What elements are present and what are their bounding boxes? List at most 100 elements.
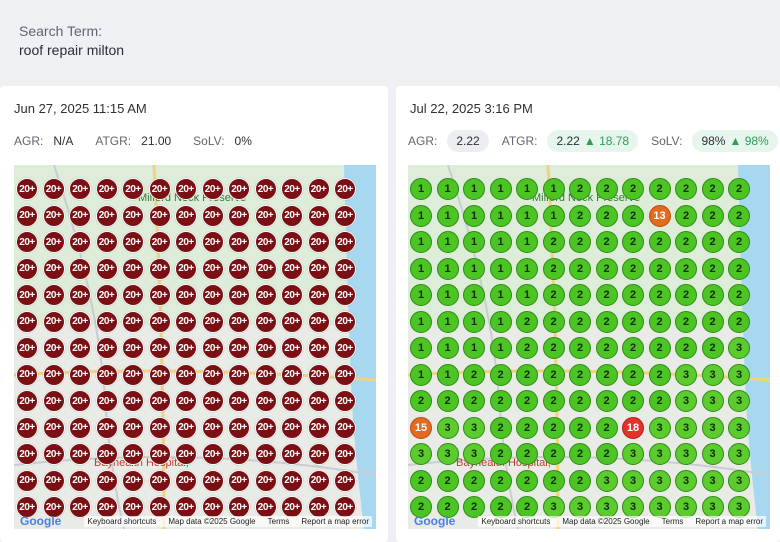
rank-pin[interactable]: 20+ <box>254 204 277 227</box>
rank-pin[interactable]: 20+ <box>95 337 118 359</box>
rank-pin[interactable]: 20+ <box>228 231 250 253</box>
rank-pin[interactable]: 20+ <box>122 363 144 386</box>
rank-pin[interactable]: 20+ <box>254 284 277 306</box>
rank-pin[interactable]: 20+ <box>281 416 303 439</box>
rank-pin[interactable]: 20+ <box>42 284 65 306</box>
rank-pin[interactable]: 20+ <box>16 204 38 227</box>
rank-pin[interactable]: 20+ <box>42 204 65 227</box>
rank-pin[interactable]: 2 <box>569 310 591 333</box>
rank-pin[interactable]: 20+ <box>175 443 197 465</box>
rank-pin[interactable]: 20+ <box>254 469 277 492</box>
rank-pin[interactable]: 20+ <box>122 416 144 439</box>
rank-pin[interactable]: 2 <box>675 310 697 333</box>
rank-pin[interactable]: 20+ <box>122 178 144 200</box>
rank-pin[interactable]: 20+ <box>148 310 171 333</box>
rank-pin[interactable]: 2 <box>569 204 591 227</box>
rank-pin[interactable]: 2 <box>410 496 432 518</box>
rank-pin[interactable]: 20+ <box>175 231 197 253</box>
rank-pin[interactable]: 3 <box>410 443 432 465</box>
rank-pin[interactable]: 20+ <box>16 337 38 359</box>
rank-pin[interactable]: 3 <box>436 416 459 439</box>
keyboard-shortcuts-link[interactable]: Keyboard shortcuts <box>481 517 551 526</box>
rank-pin[interactable]: 2 <box>728 257 750 280</box>
rank-pin[interactable]: 20+ <box>254 337 277 359</box>
rank-pin[interactable]: 2 <box>516 310 538 333</box>
rank-pin[interactable]: 2 <box>622 310 644 333</box>
rank-pin[interactable]: 20+ <box>334 178 356 200</box>
rank-pin[interactable]: 1 <box>489 178 512 200</box>
rank-pin[interactable]: 2 <box>622 363 644 386</box>
rank-pin[interactable]: 20+ <box>95 443 118 465</box>
rank-pin[interactable]: 1 <box>436 178 459 200</box>
rank-pin[interactable]: 3 <box>675 416 697 439</box>
rank-pin[interactable]: 2 <box>728 284 750 306</box>
rank-pin[interactable]: 20+ <box>334 231 356 253</box>
rank-pin[interactable]: 2 <box>595 257 618 280</box>
rank-pin[interactable]: 2 <box>595 443 618 465</box>
rank-pin[interactable]: 1 <box>463 231 485 253</box>
report-error-link[interactable]: Report a map error <box>695 517 763 526</box>
rank-pin[interactable]: 20+ <box>281 390 303 412</box>
rank-pin[interactable]: 2 <box>622 231 644 253</box>
rank-pin[interactable]: 20+ <box>42 257 65 280</box>
rank-pin[interactable]: 20+ <box>148 390 171 412</box>
rank-pin[interactable]: 20+ <box>148 337 171 359</box>
rank-pin[interactable]: 20+ <box>16 284 38 306</box>
rank-pin[interactable]: 2 <box>542 310 565 333</box>
rank-pin[interactable]: 3 <box>463 443 485 465</box>
rank-pin[interactable]: 2 <box>436 390 459 412</box>
rank-pin[interactable]: 3 <box>622 443 644 465</box>
rank-pin[interactable]: 3 <box>728 337 750 359</box>
rank-pin[interactable]: 2 <box>516 469 538 492</box>
rank-pin[interactable]: 1 <box>436 363 459 386</box>
rank-pin[interactable]: 20+ <box>95 231 118 253</box>
rank-pin[interactable]: 20+ <box>69 257 91 280</box>
rank-pin[interactable]: 2 <box>701 337 724 359</box>
rank-pin[interactable]: 3 <box>728 443 750 465</box>
rank-pin[interactable]: 20+ <box>307 337 330 359</box>
rank-pin[interactable]: 1 <box>410 204 432 227</box>
rank-pin[interactable]: 20+ <box>334 469 356 492</box>
rank-pin[interactable]: 2 <box>648 363 671 386</box>
rank-pin[interactable]: 20+ <box>175 337 197 359</box>
rank-pin[interactable]: 20+ <box>69 496 91 518</box>
rank-pin[interactable]: 20+ <box>254 363 277 386</box>
rank-pin[interactable]: 20+ <box>69 337 91 359</box>
rank-pin[interactable]: 20+ <box>148 469 171 492</box>
rank-pin[interactable]: 3 <box>728 416 750 439</box>
rank-pin[interactable]: 1 <box>410 231 432 253</box>
rank-pin[interactable]: 1 <box>489 310 512 333</box>
rank-pin[interactable]: 20+ <box>201 390 224 412</box>
rank-pin[interactable]: 2 <box>595 231 618 253</box>
rank-pin[interactable]: 1 <box>516 178 538 200</box>
rank-pin[interactable]: 20+ <box>201 363 224 386</box>
rank-pin[interactable]: 20+ <box>228 310 250 333</box>
rank-pin[interactable]: 20+ <box>122 204 144 227</box>
rank-pin[interactable]: 20+ <box>334 390 356 412</box>
rank-pin[interactable]: 20+ <box>42 363 65 386</box>
rank-pin[interactable]: 1 <box>463 337 485 359</box>
rank-pin[interactable]: 20+ <box>201 416 224 439</box>
rank-pin[interactable]: 20+ <box>228 443 250 465</box>
rank-pin[interactable]: 20+ <box>281 363 303 386</box>
rank-pin[interactable]: 20+ <box>281 443 303 465</box>
rank-pin[interactable]: 20+ <box>148 416 171 439</box>
rank-pin[interactable]: 20+ <box>175 416 197 439</box>
rank-pin[interactable]: 20+ <box>334 337 356 359</box>
report-error-link[interactable]: Report a map error <box>301 517 369 526</box>
rank-pin[interactable]: 2 <box>595 204 618 227</box>
rank-pin[interactable]: 20+ <box>201 284 224 306</box>
rank-pin[interactable]: 2 <box>463 496 485 518</box>
rank-pin[interactable]: 2 <box>569 363 591 386</box>
rank-pin[interactable]: 2 <box>622 284 644 306</box>
rank-pin[interactable]: 20+ <box>254 390 277 412</box>
rank-pin[interactable]: 20+ <box>16 469 38 492</box>
rank-pin[interactable]: 3 <box>648 416 671 439</box>
rank-pin[interactable]: 2 <box>701 310 724 333</box>
rank-pin[interactable]: 20+ <box>254 231 277 253</box>
rank-pin[interactable]: 20+ <box>42 469 65 492</box>
rank-pin[interactable]: 3 <box>701 390 724 412</box>
rank-pin[interactable]: 20+ <box>175 469 197 492</box>
rank-pin[interactable]: 2 <box>516 496 538 518</box>
rank-pin[interactable]: 2 <box>489 469 512 492</box>
